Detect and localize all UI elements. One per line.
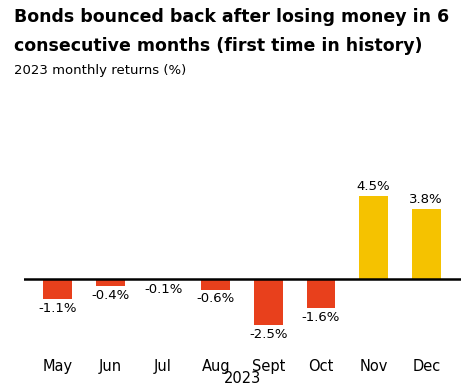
Text: 2023: 2023 <box>223 371 261 386</box>
Bar <box>201 278 230 290</box>
Text: -2.5%: -2.5% <box>249 328 288 340</box>
Text: 3.8%: 3.8% <box>409 193 443 206</box>
Text: -0.6%: -0.6% <box>196 292 235 305</box>
Text: -0.4%: -0.4% <box>91 289 130 302</box>
Bar <box>254 278 283 325</box>
Bar <box>96 278 125 286</box>
Text: 4.5%: 4.5% <box>357 180 391 193</box>
Bar <box>412 209 441 278</box>
Bar <box>149 278 178 280</box>
Text: -0.1%: -0.1% <box>144 283 182 296</box>
Bar <box>306 278 336 308</box>
Text: consecutive months (first time in history): consecutive months (first time in histor… <box>14 37 423 55</box>
Text: 2023 monthly returns (%): 2023 monthly returns (%) <box>14 64 186 77</box>
Bar <box>359 196 388 278</box>
Text: Bonds bounced back after losing money in 6: Bonds bounced back after losing money in… <box>14 8 449 26</box>
Text: -1.1%: -1.1% <box>39 302 77 315</box>
Bar <box>43 278 72 299</box>
Text: -1.6%: -1.6% <box>302 311 340 324</box>
